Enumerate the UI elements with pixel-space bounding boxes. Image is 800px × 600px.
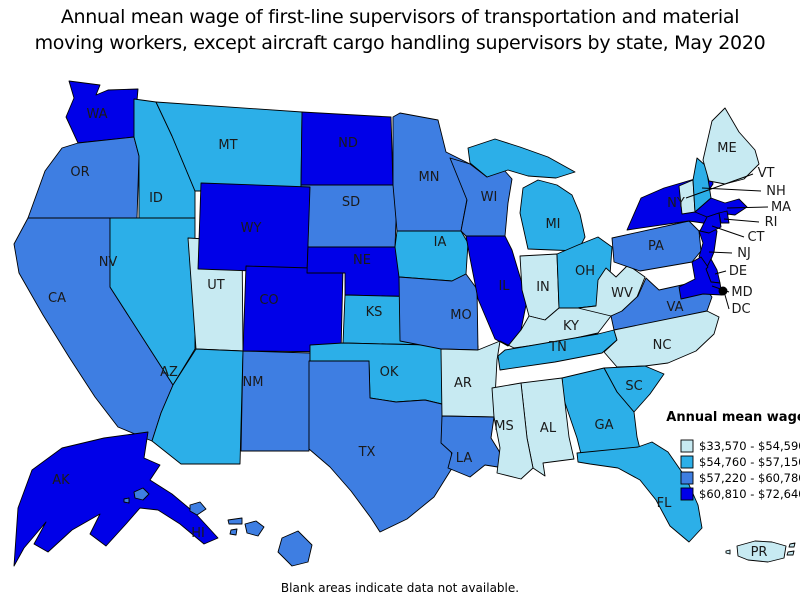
state-nm[interactable] <box>240 350 311 452</box>
state-nc[interactable] <box>603 310 720 368</box>
state-label-wy: WY <box>241 221 262 236</box>
state-label-mt: MT <box>218 138 237 153</box>
state-label-ky: KY <box>563 319 579 334</box>
state-label-la: LA <box>456 451 473 466</box>
legend-label-bin4: $60,810 - $72,640 <box>699 487 800 501</box>
state-label-tx: TX <box>358 445 376 460</box>
state-label-mn: MN <box>419 170 440 185</box>
state-label-ks: KS <box>366 305 383 320</box>
state-label-de: DE <box>729 264 747 279</box>
state-label-ca: CA <box>48 291 66 306</box>
map-title: Annual mean wage of first-line superviso… <box>0 4 800 56</box>
state-label-nv: NV <box>99 255 118 270</box>
state-label-oh: OH <box>575 264 595 279</box>
map-title-line1: Annual mean wage of first-line superviso… <box>60 6 740 28</box>
state-label-ms: MS <box>494 419 513 434</box>
state-label-ma: MA <box>771 200 791 215</box>
state-label-ut: UT <box>207 278 225 293</box>
state-ia[interactable] <box>394 230 469 282</box>
state-pa[interactable] <box>611 220 702 272</box>
state-label-va: VA <box>667 300 684 315</box>
legend-swatch-bin3 <box>680 471 694 485</box>
state-label-il: IL <box>498 279 510 294</box>
state-label-ct: CT <box>747 230 764 245</box>
state-mi-upper-peninsula[interactable] <box>467 138 576 179</box>
legend-swatch-bin1 <box>680 439 694 453</box>
leader-line-md <box>711 285 730 293</box>
state-label-az: AZ <box>160 365 178 380</box>
state-co[interactable] <box>242 265 344 353</box>
legend-swatch-bin4 <box>680 487 694 501</box>
state-label-wa: WA <box>86 107 107 122</box>
state-label-nh: NH <box>766 184 786 199</box>
leader-line-dc <box>724 294 730 310</box>
leader-line-ma <box>726 206 769 209</box>
map-title-line2: moving workers, except aircraft cargo ha… <box>34 32 766 54</box>
state-label-tn: TN <box>548 340 567 355</box>
state-label-ak: AK <box>52 473 70 488</box>
territory-pr[interactable] <box>725 540 796 563</box>
state-label-me: ME <box>717 141 736 156</box>
legend: Annual mean wage $33,570 - $54,590 $54,7… <box>666 410 800 501</box>
state-label-pa: PA <box>648 239 664 254</box>
state-label-ri: RI <box>765 215 778 230</box>
leader-line-nh <box>701 187 762 192</box>
state-hi[interactable] <box>123 487 313 567</box>
state-label-id: ID <box>149 191 163 206</box>
state-me[interactable] <box>702 107 760 185</box>
state-label-sc: SC <box>625 379 642 394</box>
state-label-pr: PR <box>751 545 768 560</box>
state-mo[interactable] <box>398 273 479 351</box>
legend-label-bin3: $57,220 - $60,780 <box>699 471 800 485</box>
leader-line-vt <box>685 173 754 199</box>
state-label-or: OR <box>70 165 89 180</box>
state-label-co: CO <box>259 293 278 308</box>
state-label-ga: GA <box>595 418 614 433</box>
state-label-dc: DC <box>731 302 750 317</box>
state-label-mo: MO <box>450 308 471 323</box>
legend-label-bin1: $33,570 - $54,590 <box>699 439 800 453</box>
state-label-nj: NJ <box>737 246 751 261</box>
state-label-md: MD <box>731 285 752 300</box>
leader-line-nj <box>708 251 733 254</box>
leader-line-ct <box>711 225 745 238</box>
map-footnote: Blank areas indicate data not available. <box>280 581 520 595</box>
leader-line-de <box>714 270 727 275</box>
state-label-wv: WV <box>611 286 633 301</box>
state-ms[interactable] <box>491 382 534 480</box>
state-label-nd: ND <box>338 136 358 151</box>
state-label-nc: NC <box>653 338 672 353</box>
state-label-in: IN <box>536 280 550 295</box>
state-label-mi: MI <box>545 217 560 232</box>
state-label-ar: AR <box>454 376 472 391</box>
state-ga[interactable] <box>561 367 642 459</box>
state-label-wi: WI <box>481 190 498 205</box>
state-ak[interactable] <box>13 431 219 567</box>
state-ct[interactable] <box>699 212 722 234</box>
state-label-fl: FL <box>657 496 672 511</box>
legend-label-bin2: $54,760 - $57,150 <box>699 455 800 469</box>
state-label-sd: SD <box>342 195 360 210</box>
state-label-ok: OK <box>380 365 399 380</box>
state-label-nm: NM <box>243 375 264 390</box>
state-la[interactable] <box>440 415 505 478</box>
state-mi[interactable] <box>519 179 586 252</box>
legend-swatch-bin2 <box>680 455 694 469</box>
state-label-hi: HI <box>191 526 205 541</box>
state-label-ny: NY <box>667 196 685 211</box>
state-label-ne: NE <box>353 253 371 268</box>
state-label-vt: VT <box>758 166 775 181</box>
state-label-ia: IA <box>434 235 447 250</box>
state-label-al: AL <box>540 421 557 436</box>
state-fl[interactable] <box>576 441 703 543</box>
leader-line-ri <box>723 218 760 223</box>
legend-title: Annual mean wage <box>666 410 800 425</box>
